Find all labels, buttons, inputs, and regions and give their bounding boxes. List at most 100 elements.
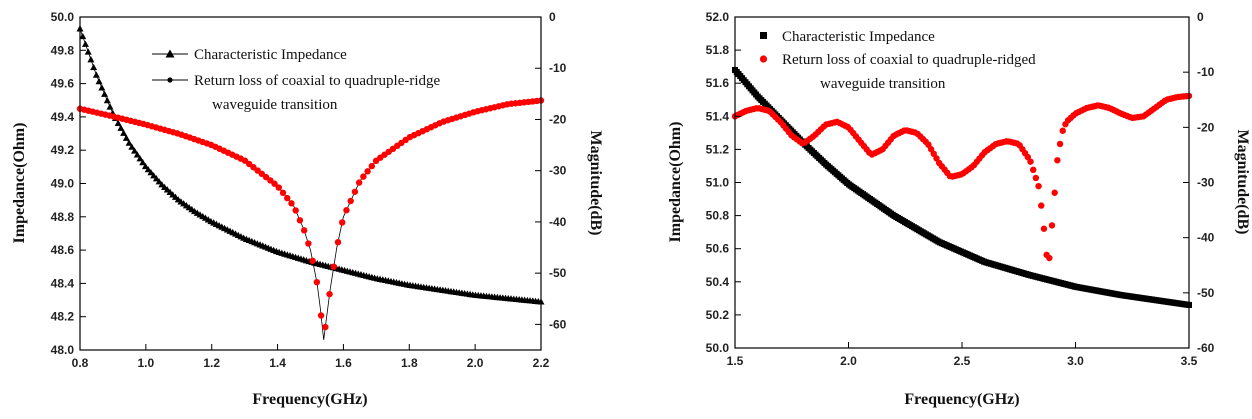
data-point [103, 96, 111, 104]
y2-tick-label: 0 [1197, 10, 1204, 24]
data-point [1054, 157, 1061, 164]
data-point [128, 143, 136, 150]
x-tick-label: 2.5 [954, 354, 971, 368]
data-point [79, 32, 87, 40]
chart-right-marks [731, 66, 1193, 308]
data-point [288, 200, 295, 207]
y2-tick-label: -50 [1197, 286, 1215, 300]
data-point [1029, 166, 1037, 174]
chart-right-axes: 1.5 2.0 2.5 3.0 3.5 50.0 50.2 50.4 50.6 50.8 51.0 5… [706, 10, 1215, 368]
legend-label-return-loss-line1: Return loss of coaxial to quadruple-ridg… [782, 52, 1036, 68]
chart-left-axes: 0.8 1.0 1.2 1.4 1.6 1.8 2.0 2.2 48.0 48.2 48.4 48.6… [51, 10, 567, 370]
data-point [150, 172, 158, 179]
data-point [334, 238, 342, 246]
x-tick-label: 2.0 [840, 354, 857, 368]
y-tick-label: 50.6 [706, 242, 730, 256]
x-tick-label: 1.2 [203, 356, 220, 370]
y-tick-label: 50.4 [706, 275, 730, 289]
y-tick-label: 51.4 [706, 109, 730, 123]
y2-tick-label: 0 [549, 10, 556, 24]
data-point [317, 312, 325, 319]
data-point [1059, 127, 1066, 134]
series-0 [76, 25, 545, 305]
data-point [117, 124, 125, 131]
data-point [1056, 140, 1064, 148]
y-tick-label: 49.0 [51, 177, 75, 191]
legend-label-return-loss-line2: waveguide transition [212, 97, 338, 113]
data-point [309, 257, 316, 264]
data-point [141, 162, 149, 170]
data-point [98, 84, 106, 91]
data-point [360, 173, 367, 180]
y-tick-label: 49.8 [51, 43, 75, 57]
data-point [1051, 189, 1058, 196]
y-tick-label: 51.2 [706, 142, 730, 156]
data-point [125, 139, 133, 146]
data-point [95, 77, 103, 85]
y2-tick-label: -10 [549, 61, 567, 75]
y-tick-label: 51.6 [706, 76, 730, 90]
chart-right-x-axis-title: Frequency(GHz) [904, 391, 1019, 408]
series-0 [732, 66, 1192, 308]
chart-left-legend: Characteristic Impedance Return loss of … [152, 47, 441, 113]
y-tick-label: 49.2 [51, 143, 75, 157]
legend-label-impedance: Characteristic Impedance [194, 47, 347, 63]
data-point [284, 194, 291, 202]
y2-tick-label: -20 [549, 112, 567, 126]
data-point [322, 323, 329, 331]
data-point [347, 197, 354, 205]
legend-marker-red-circle [759, 55, 768, 63]
data-point [147, 168, 155, 176]
data-point [292, 207, 299, 214]
y2-tick-label: -60 [549, 317, 567, 331]
legend-marker-triangle [165, 49, 175, 58]
y-tick-label: 48.6 [51, 243, 75, 257]
chart-right-legend: Characteristic Impedance Return loss of … [759, 29, 1036, 92]
chart-right: 1.5 2.0 2.5 3.0 3.5 50.0 50.2 50.4 50.6 50.8 51.0 5… [667, 10, 1251, 408]
data-point [92, 71, 100, 78]
chart-left-plot-frame [79, 16, 542, 351]
x-tick-label: 2.0 [467, 356, 484, 370]
data-point [136, 155, 144, 162]
data-point [313, 278, 321, 286]
data-point [351, 188, 359, 195]
y-tick-label: 50.0 [51, 10, 75, 24]
series-line [79, 100, 542, 340]
y-tick-label: 50.0 [706, 341, 730, 355]
data-point [90, 63, 98, 71]
y-tick-label: 48.4 [51, 276, 75, 290]
x-tick-label: 2.2 [533, 356, 550, 370]
legend-marker-circle [167, 77, 173, 83]
y2-tick-label: -40 [549, 215, 567, 229]
data-point [122, 134, 130, 141]
legend-marker-square [760, 32, 767, 39]
data-point [133, 151, 141, 158]
y2-tick-label: -10 [1197, 65, 1215, 79]
data-point [1035, 182, 1042, 190]
data-point [1040, 225, 1048, 232]
data-point [326, 290, 333, 298]
data-point [275, 184, 282, 191]
data-point [155, 178, 163, 185]
data-point [1038, 202, 1045, 209]
data-point [339, 219, 346, 226]
data-point [120, 129, 128, 136]
y2-tick-label: -30 [549, 164, 567, 178]
chart-left-marks [76, 25, 545, 340]
chart-right-y2-axis-title: Magnitude(dB) [1234, 130, 1251, 235]
data-point [355, 179, 363, 186]
y-tick-label: 51.8 [706, 43, 730, 57]
y-tick-label: 52.0 [706, 10, 730, 24]
data-point [87, 56, 95, 63]
data-point [279, 189, 287, 197]
y-tick-label: 49.4 [51, 110, 75, 124]
x-tick-label: 1.6 [335, 356, 352, 370]
data-point [305, 240, 312, 247]
y2-tick-label: -60 [1197, 341, 1215, 355]
x-tick-label: 1.5 [727, 354, 744, 368]
data-point [101, 90, 109, 97]
data-point [364, 168, 371, 175]
data-point [81, 40, 89, 47]
data-point [1048, 222, 1056, 229]
